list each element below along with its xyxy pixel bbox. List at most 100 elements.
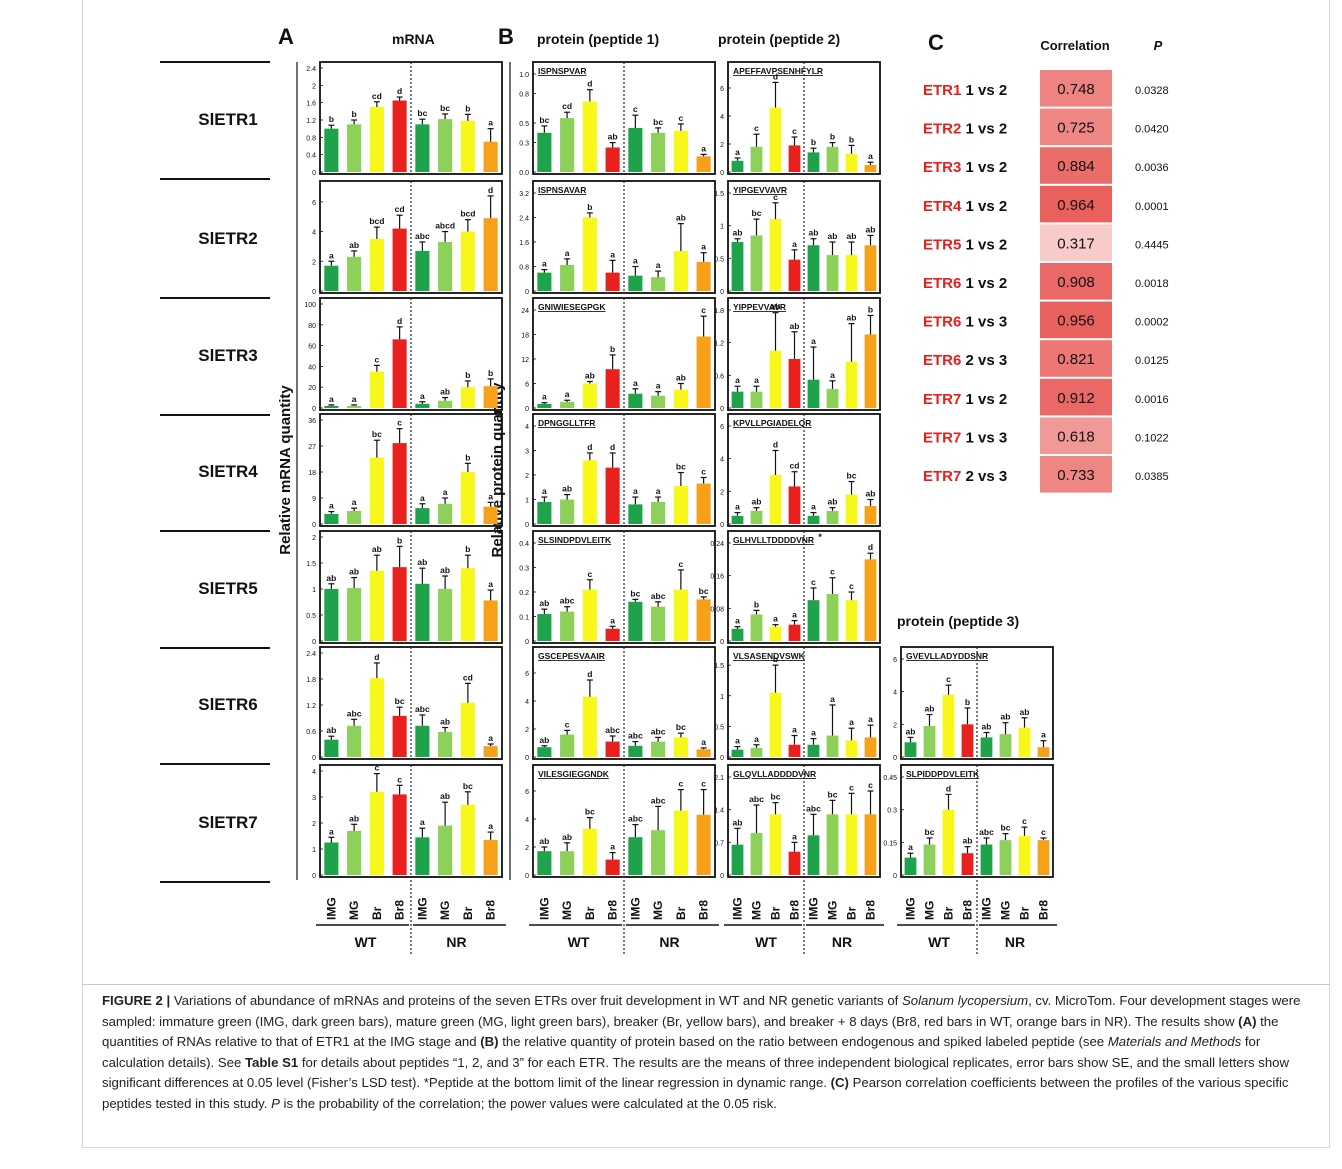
significance-letter: a xyxy=(811,502,816,512)
x-tick-label: MG xyxy=(826,901,840,920)
significance-letter: bc xyxy=(676,462,686,472)
bar xyxy=(807,600,820,641)
significance-letter: bc xyxy=(771,792,781,802)
bar xyxy=(324,589,339,641)
x-tick-label: MG xyxy=(651,901,665,920)
correlation-row-label: ETR7 2 vs 3 xyxy=(923,468,1007,485)
gene-label: SlETR3 xyxy=(198,346,258,365)
y-tick-label: 40 xyxy=(308,364,316,371)
y-tick-label: 0.2 xyxy=(519,590,529,597)
significance-letter: c xyxy=(868,780,873,790)
significance-letter: ab xyxy=(326,573,336,583)
group-label-wt: WT xyxy=(928,934,950,950)
bar xyxy=(864,506,877,524)
y-tick-label: 0.6 xyxy=(306,729,316,736)
correlation-row-label: ETR3 1 vs 2 xyxy=(923,159,1007,176)
significance-letter: a xyxy=(329,501,334,511)
bar xyxy=(1018,727,1031,757)
correlation-value: 0.725 xyxy=(1057,120,1095,137)
bar xyxy=(769,475,782,524)
peptide-pair: 1 vs 2 xyxy=(961,159,1007,176)
y-tick-label: 0.4 xyxy=(519,541,529,548)
gene-label: SlETR4 xyxy=(198,462,258,481)
y-tick-label: 2 xyxy=(525,727,529,734)
significance-letter: a xyxy=(565,248,570,258)
x-tick-label: Br xyxy=(461,906,475,920)
bar xyxy=(788,624,801,641)
p-value: 0.0420 xyxy=(1135,124,1169,136)
peptide-pair: 1 vs 3 xyxy=(961,429,1007,446)
significance-letter: b xyxy=(397,535,402,545)
column-title-pep3: protein (peptide 3) xyxy=(897,613,1019,629)
bar xyxy=(392,443,407,524)
gene-label: SlETR6 xyxy=(198,695,258,714)
bar xyxy=(807,245,820,291)
caption-text: the quantities of RNAs relative to that … xyxy=(102,1013,1279,1050)
significance-letter: abc xyxy=(560,596,575,606)
bar xyxy=(750,391,763,408)
significance-letter: a xyxy=(735,502,740,512)
bar xyxy=(845,494,858,524)
bar xyxy=(769,107,782,172)
peptide-pair: 1 vs 2 xyxy=(961,391,1007,408)
bar xyxy=(826,146,839,172)
p-value: 0.0385 xyxy=(1135,471,1169,483)
y-tick-label: 4 xyxy=(720,114,724,121)
etr-name: ETR7 xyxy=(923,429,961,446)
bar xyxy=(788,145,801,172)
y-tick-label: 0 xyxy=(720,170,724,177)
y-tick-label: 0 xyxy=(720,755,724,762)
bar xyxy=(731,160,744,172)
y-tick-label: 0.6 xyxy=(714,373,724,380)
significance-letter: ab xyxy=(828,231,838,241)
significance-letter: ab xyxy=(1020,707,1030,717)
bar xyxy=(537,614,552,641)
x-tick-label: IMG xyxy=(537,897,551,920)
significance-letter: ab xyxy=(906,726,916,736)
y-tick-label: 6 xyxy=(312,200,316,207)
caption-p-symbol: P xyxy=(271,1095,280,1111)
significance-letter: ab xyxy=(440,387,450,397)
bar xyxy=(864,814,877,875)
y-tick-label: 1 xyxy=(720,224,724,231)
significance-letter: ab xyxy=(752,497,762,507)
significance-letter: a xyxy=(420,493,425,503)
significance-letter: a xyxy=(443,487,448,497)
group-label-wt: WT xyxy=(355,934,377,950)
significance-letter: abc xyxy=(605,725,620,735)
x-tick-label: Br xyxy=(1018,906,1032,920)
significance-letter: c xyxy=(701,779,706,789)
significance-letter: abc xyxy=(415,704,430,714)
bar xyxy=(673,486,688,524)
bar xyxy=(696,749,711,757)
peptide-label: YIPGEVVAVR xyxy=(733,185,787,195)
significance-letter: ab xyxy=(349,813,359,823)
column-title-mrna: mRNA xyxy=(392,31,435,47)
significance-letter: ab xyxy=(847,231,857,241)
bar xyxy=(438,400,453,408)
peptide-label: GLHVLLTDDDDVNR xyxy=(733,535,814,545)
bar xyxy=(560,401,575,408)
significance-letter: bc xyxy=(463,781,473,791)
significance-letter: ab xyxy=(1001,712,1011,722)
bar xyxy=(731,391,744,408)
bar xyxy=(392,794,407,875)
bar xyxy=(483,141,498,172)
significance-letter: a xyxy=(329,394,334,404)
bar xyxy=(582,460,597,524)
bar xyxy=(537,851,552,875)
correlation-row-label: ETR4 1 vs 2 xyxy=(923,198,1007,215)
p-value: 0.0328 xyxy=(1135,85,1169,97)
panel-mrna-4: 0 0.5 1 1.5 2 ab ab ab b ab ab b a xyxy=(306,530,503,646)
peptide-label: DPNGGLLTFR xyxy=(538,418,595,428)
bar xyxy=(392,339,407,408)
significance-letter: ab xyxy=(866,489,876,499)
significance-letter: a xyxy=(633,256,638,266)
bar xyxy=(826,255,839,291)
significance-letter: ab xyxy=(349,567,359,577)
correlation-row-label: ETR7 1 vs 3 xyxy=(923,429,1007,446)
y-tick-label: 0.08 xyxy=(710,606,724,613)
significance-letter: c xyxy=(701,466,706,476)
